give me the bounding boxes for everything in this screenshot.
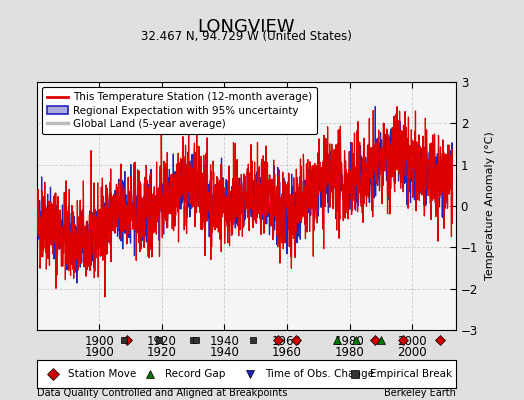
Text: Record Gap: Record Gap — [165, 369, 225, 379]
Y-axis label: Temperature Anomaly (°C): Temperature Anomaly (°C) — [485, 132, 495, 280]
Text: 32.467 N, 94.729 W (United States): 32.467 N, 94.729 W (United States) — [141, 30, 352, 43]
Text: LONGVIEW: LONGVIEW — [198, 18, 295, 36]
Text: 1940: 1940 — [210, 346, 239, 358]
Text: 1920: 1920 — [147, 346, 177, 358]
Legend: This Temperature Station (12-month average), Regional Expectation with 95% uncer: This Temperature Station (12-month avera… — [42, 87, 318, 134]
Text: Empirical Break: Empirical Break — [370, 369, 452, 379]
Text: Time of Obs. Change: Time of Obs. Change — [265, 369, 374, 379]
Text: Data Quality Controlled and Aligned at Breakpoints: Data Quality Controlled and Aligned at B… — [37, 388, 287, 398]
Text: 1980: 1980 — [335, 346, 364, 358]
Text: Berkeley Earth: Berkeley Earth — [384, 388, 456, 398]
Text: 1960: 1960 — [272, 346, 302, 358]
Text: Station Move: Station Move — [68, 369, 136, 379]
Text: 2000: 2000 — [397, 346, 427, 358]
Text: 1900: 1900 — [84, 346, 114, 358]
